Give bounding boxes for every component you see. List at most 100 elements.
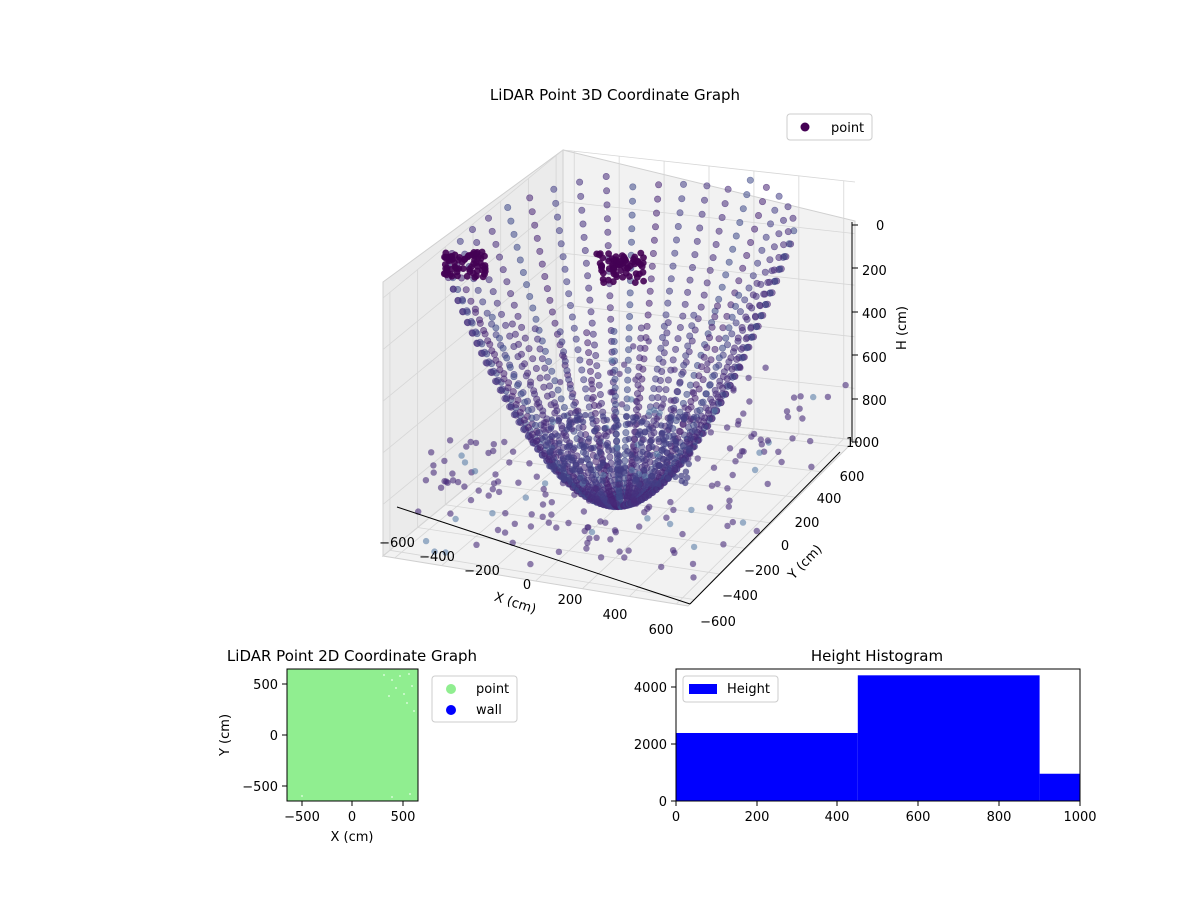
scatter-point	[492, 471, 499, 478]
scatter-point	[502, 321, 510, 329]
scatter-point	[507, 290, 515, 298]
sparse-specks	[301, 673, 415, 798]
scatter-point	[709, 254, 717, 262]
x-ticks-hist: 0 200 400 600 800 1000	[672, 801, 1097, 825]
scatter-point	[481, 270, 488, 278]
scatter-point	[631, 279, 639, 286]
scatter-point	[728, 313, 736, 321]
scatter-point	[637, 439, 645, 447]
scatter-point	[430, 469, 437, 476]
scatter-point	[484, 337, 492, 345]
scatter-point	[496, 366, 504, 374]
scatter-point	[683, 438, 690, 445]
y-tick-label: 500	[253, 678, 278, 693]
scatter-point	[488, 347, 496, 355]
scatter-point	[521, 398, 529, 406]
x-tick-label: 600	[906, 810, 931, 825]
scatter-point	[472, 439, 480, 447]
scatter-point	[678, 477, 685, 485]
scatter-point	[578, 366, 586, 374]
scatter-point	[625, 335, 633, 343]
scatter-point	[713, 302, 721, 310]
scatter-point	[599, 477, 606, 484]
scatter-point	[503, 354, 511, 362]
scatter-point	[584, 339, 592, 347]
scatter-point	[504, 204, 512, 212]
scatter-point	[663, 514, 670, 521]
scatter-point	[582, 385, 590, 393]
scatter-point	[761, 268, 769, 276]
scatter-point	[732, 319, 740, 327]
scatter-point	[383, 674, 385, 676]
plot-frame-hist	[675, 668, 1081, 802]
scatter-point	[590, 341, 598, 349]
scatter-point	[634, 381, 642, 389]
scatter-point	[665, 455, 673, 462]
scatter-point	[712, 363, 720, 371]
scatter-point	[520, 416, 528, 424]
scatter-point	[506, 459, 513, 466]
scatter-point	[515, 479, 522, 486]
x-tick-label: 1000	[1063, 810, 1096, 825]
scatter-point	[540, 383, 548, 391]
scatter-point	[636, 344, 644, 352]
scatter-point	[598, 267, 605, 274]
scatter-point	[586, 296, 594, 304]
scatter-point	[616, 258, 623, 265]
scatter-point	[653, 450, 660, 458]
scatter-point	[472, 328, 480, 336]
scatter-point	[587, 465, 594, 472]
scatter-point	[553, 213, 561, 221]
x-tick-label: −500	[284, 810, 320, 825]
scatter-point	[493, 299, 501, 307]
scatter-point	[661, 437, 668, 444]
scatter-point	[646, 287, 654, 295]
y-tick-label: 0	[781, 539, 789, 554]
scatter-point	[618, 401, 626, 408]
scatter-point	[789, 435, 796, 442]
scatter-point	[725, 324, 733, 332]
scatter-point	[604, 242, 612, 250]
scatter-point	[721, 200, 729, 208]
scatter-point	[391, 679, 393, 681]
scatter-point	[599, 276, 607, 283]
scatter-point	[458, 296, 466, 304]
scatter-point	[600, 471, 607, 479]
scatter-point	[623, 386, 631, 394]
scatter-point	[724, 185, 732, 193]
scatter-point	[527, 523, 535, 530]
scatter-point	[546, 382, 554, 390]
scatter-point	[660, 455, 668, 463]
scatter-point	[395, 687, 397, 689]
scatter-point	[783, 408, 791, 415]
scatter-point	[741, 296, 749, 304]
scatter-point	[704, 406, 712, 414]
scatter-point	[428, 449, 435, 456]
scatter-point	[675, 459, 683, 467]
scatter-point	[584, 272, 592, 280]
scatter-point	[687, 434, 694, 442]
scatter-point	[644, 311, 652, 319]
scatter-point	[686, 417, 693, 425]
scatter-point	[518, 323, 526, 331]
scatter-point	[567, 409, 574, 417]
scatter-point	[742, 335, 750, 343]
scatter-point	[617, 465, 625, 472]
scatter-point	[683, 390, 691, 398]
scatter-point	[595, 381, 603, 389]
scatter-point	[745, 284, 753, 292]
scatter-point	[730, 385, 737, 392]
scatter-point	[602, 441, 610, 449]
scatter-point	[665, 475, 672, 482]
scatter-point	[654, 195, 662, 203]
scatter-point	[641, 473, 649, 480]
scatter-point	[605, 250, 612, 257]
scatter-point	[606, 453, 614, 461]
scatter-point	[461, 256, 468, 263]
scatter-point	[701, 414, 709, 422]
scatter-point	[510, 373, 518, 381]
scatter-point	[780, 241, 788, 249]
scatter-point	[541, 272, 549, 280]
legend-2d: point wall	[431, 675, 518, 723]
